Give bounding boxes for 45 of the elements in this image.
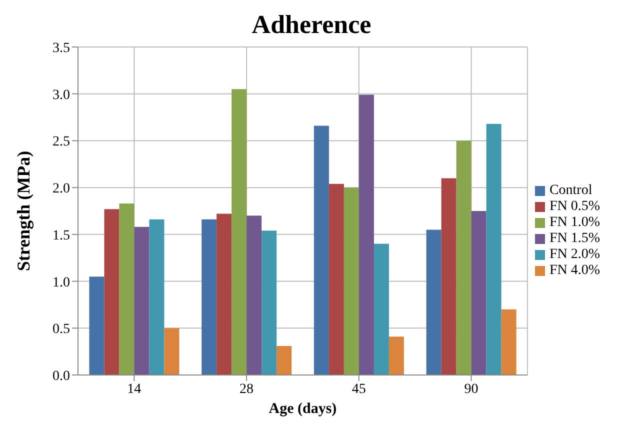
x-tick-label: 14 [127, 382, 142, 397]
bar [344, 188, 359, 375]
bar [216, 214, 232, 375]
y-tick-label: 0.5 [52, 322, 70, 338]
bar [358, 94, 374, 375]
y-tick-label: 1.5 [52, 228, 70, 244]
y-tick-label: 2.5 [52, 134, 70, 150]
x-tick-label: 90 [464, 382, 478, 397]
bar [501, 309, 516, 375]
legend-label: FN 1.5% [549, 231, 600, 246]
legend-label: FN 2.0% [549, 247, 600, 262]
bar [134, 226, 150, 375]
bar [486, 124, 502, 375]
legend-label: Control [549, 183, 592, 198]
legend-label: FN 4.0% [549, 263, 600, 278]
bar [328, 184, 344, 375]
bar [246, 216, 262, 375]
bar [388, 336, 404, 375]
bar [89, 276, 104, 375]
bar [441, 178, 456, 375]
bar [149, 219, 164, 375]
bar [374, 244, 389, 375]
y-tick-label: 2.0 [52, 182, 70, 197]
legend-label: FN 1.0% [549, 215, 600, 230]
y-tick-label: 3.5 [52, 40, 70, 56]
y-axis-title: Strength (MPa) [13, 150, 34, 272]
x-tick-label: 28 [240, 382, 254, 397]
bar [119, 204, 134, 375]
bar [232, 89, 247, 375]
x-tick-label: 45 [352, 382, 366, 397]
bar [164, 328, 180, 375]
bar [471, 211, 486, 375]
bar [314, 126, 329, 375]
bar [104, 209, 120, 375]
x-axis-title: Age (days) [268, 401, 337, 417]
bar [262, 230, 277, 375]
y-tick-label: 0.0 [52, 368, 70, 384]
y-tick-label: 3.0 [52, 88, 70, 103]
bar [276, 346, 292, 375]
bar [456, 140, 472, 375]
bar [426, 230, 442, 375]
legend-label: FN 0.5% [549, 199, 600, 214]
bar [202, 219, 217, 375]
y-tick-label: 1.0 [52, 275, 70, 290]
chart-title: Adherence [250, 9, 372, 41]
